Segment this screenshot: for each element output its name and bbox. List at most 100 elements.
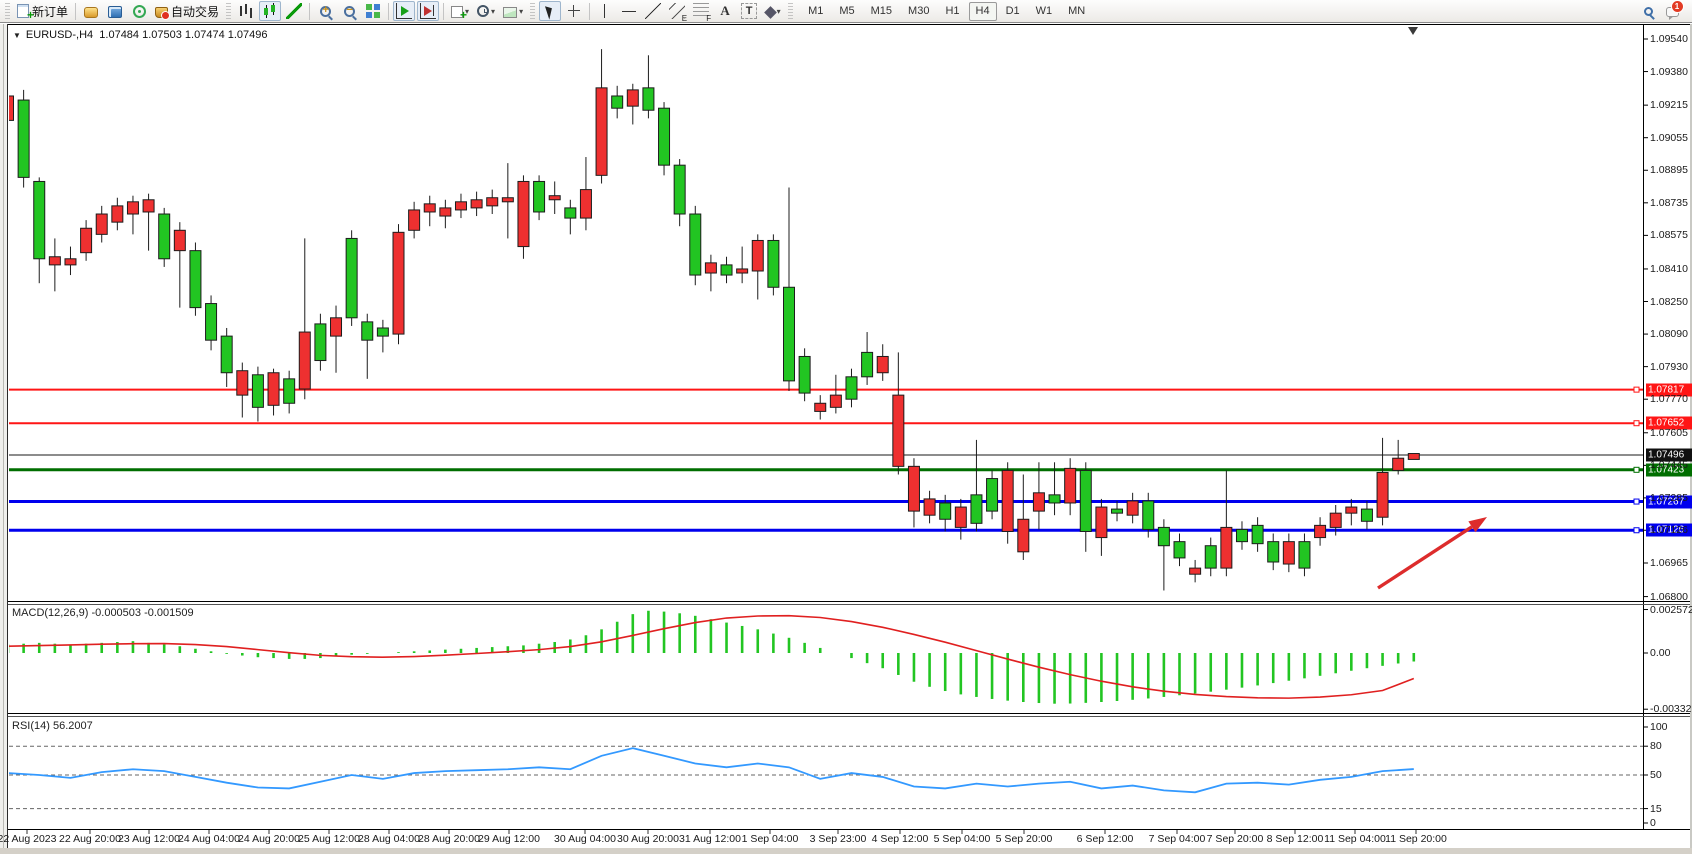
timeframe-M15[interactable]: M15 — [864, 2, 899, 21]
toolbar-separator — [388, 2, 390, 20]
text-icon: A — [720, 3, 730, 18]
horizontal-line-button[interactable] — [618, 1, 640, 21]
search-button[interactable] — [1637, 1, 1659, 21]
timeframe-H1[interactable]: H1 — [938, 2, 966, 21]
bar-chart-button[interactable] — [235, 1, 257, 21]
timeframe-M1[interactable]: M1 — [801, 2, 830, 21]
auto-scroll-icon — [396, 3, 413, 19]
hline-handle[interactable] — [1633, 498, 1640, 505]
search-icon — [1643, 6, 1653, 16]
candle-body — [17, 99, 30, 178]
timeframe-MN[interactable]: MN — [1061, 2, 1092, 21]
candle-body — [783, 286, 795, 382]
channel-button[interactable] — [666, 1, 688, 23]
auto-trading-button[interactable]: 自动交易 — [152, 1, 222, 21]
candle-body — [126, 201, 139, 215]
zoom-out-button[interactable] — [338, 1, 360, 21]
timeframe-M30[interactable]: M30 — [901, 2, 936, 21]
trendline-button[interactable] — [642, 1, 664, 21]
notification-badge: 1 — [1670, 0, 1684, 13]
candle-body — [1157, 526, 1170, 547]
candle-body — [1298, 541, 1311, 569]
candle-body — [548, 195, 561, 201]
candle-body — [1189, 567, 1202, 575]
hline-handle[interactable] — [1633, 466, 1640, 473]
templates-button[interactable]: ▾ — [500, 1, 526, 21]
timeframe-M5[interactable]: M5 — [832, 2, 861, 21]
cursor-button[interactable] — [539, 1, 562, 21]
cursor-icon — [545, 3, 556, 20]
new-order-button[interactable]: 新订单 — [14, 1, 71, 22]
toolbar-grip[interactable] — [788, 3, 794, 19]
vertical-line-button[interactable] — [594, 1, 616, 21]
crosshair-button[interactable] — [563, 1, 585, 21]
candle-body — [142, 199, 155, 213]
candle-body — [1017, 518, 1030, 553]
auto-scroll-button[interactable] — [393, 1, 416, 21]
candle-body — [267, 372, 280, 406]
auto-trading-icon — [155, 6, 171, 20]
chart-shift-marker[interactable] — [1408, 27, 1418, 35]
candle-body — [33, 180, 46, 260]
candle-body — [720, 264, 733, 276]
candle-body — [1314, 524, 1327, 539]
chart-wizard-button[interactable] — [80, 1, 102, 21]
toolbar-grip[interactable] — [530, 3, 536, 19]
periods-button[interactable]: ▾ — [474, 1, 498, 21]
new-order-icon — [17, 4, 34, 22]
horizontal-line-icon — [621, 3, 638, 19]
text-label-button[interactable]: T — [738, 1, 760, 21]
market-watch-button[interactable] — [104, 1, 126, 21]
notifications-button[interactable]: 1 — [1661, 0, 1684, 21]
hline-handle[interactable] — [1633, 386, 1640, 393]
toolbar-grip[interactable] — [5, 3, 10, 19]
fibonacci-button[interactable] — [690, 1, 712, 23]
candle-body — [251, 374, 264, 408]
candle-body — [814, 402, 827, 412]
hline-handle[interactable] — [1633, 527, 1640, 534]
candle-body — [986, 478, 999, 512]
candle-body — [1142, 500, 1155, 530]
candle-body — [704, 262, 717, 274]
candle-body — [751, 239, 764, 272]
candle-body — [205, 303, 218, 341]
signals-button[interactable] — [128, 1, 150, 21]
signal-icon — [132, 5, 146, 18]
timeframe-H4[interactable]: H4 — [968, 1, 997, 21]
candle-body — [1204, 545, 1217, 569]
candle-body — [173, 229, 186, 252]
candle-body — [517, 180, 530, 248]
toolbar-separator — [443, 2, 445, 20]
timeframe-W1[interactable]: W1 — [1029, 2, 1060, 21]
candle-chart-icon — [262, 3, 279, 19]
hline-handle[interactable] — [1633, 420, 1640, 427]
candle-body — [486, 197, 499, 207]
chart-shift-button[interactable] — [417, 1, 440, 21]
zoom-out-icon — [343, 4, 355, 17]
monitor-icon — [108, 5, 123, 18]
indicators-button[interactable]: ▾ — [448, 1, 472, 22]
candle-body — [80, 227, 93, 254]
candle-body — [673, 164, 686, 215]
zoom-in-button[interactable] — [314, 1, 336, 21]
line-chart-button[interactable] — [283, 1, 305, 21]
candle-body — [1220, 526, 1233, 569]
candle-chart-button[interactable] — [259, 1, 282, 21]
candle-body — [1392, 457, 1405, 471]
text-button[interactable]: A — [714, 1, 736, 21]
window-bottom-edge — [0, 848, 1692, 854]
trend-arrow-line[interactable] — [1377, 525, 1473, 590]
tile-windows-button[interactable] — [362, 1, 384, 21]
toolbar-grip[interactable] — [226, 3, 232, 19]
candle-body — [845, 376, 858, 400]
arrows-button[interactable]: ▾ — [762, 1, 784, 21]
toolbar-separator — [75, 2, 77, 20]
candle-body — [736, 268, 749, 274]
candle-body — [767, 239, 780, 288]
timeframe-D1[interactable]: D1 — [999, 2, 1027, 21]
candle-body — [439, 207, 452, 217]
candle-body — [470, 199, 483, 209]
candle-body — [1235, 528, 1248, 543]
trend-arrow-head[interactable] — [1468, 517, 1487, 533]
